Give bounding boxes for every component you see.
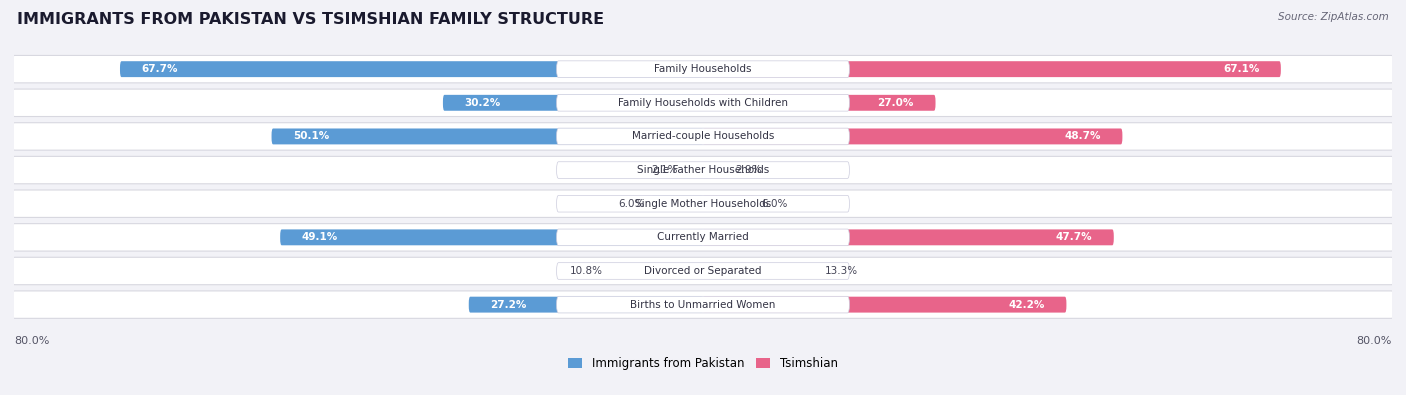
FancyBboxPatch shape [11, 190, 1395, 217]
FancyBboxPatch shape [11, 156, 1395, 184]
Text: 27.0%: 27.0% [877, 98, 914, 108]
FancyBboxPatch shape [557, 196, 849, 212]
FancyBboxPatch shape [11, 224, 1395, 251]
Text: 50.1%: 50.1% [292, 132, 329, 141]
Text: IMMIGRANTS FROM PAKISTAN VS TSIMSHIAN FAMILY STRUCTURE: IMMIGRANTS FROM PAKISTAN VS TSIMSHIAN FA… [17, 12, 605, 27]
FancyBboxPatch shape [11, 257, 1395, 285]
Text: 30.2%: 30.2% [464, 98, 501, 108]
Legend: Immigrants from Pakistan, Tsimshian: Immigrants from Pakistan, Tsimshian [564, 352, 842, 375]
Text: Source: ZipAtlas.com: Source: ZipAtlas.com [1278, 12, 1389, 22]
FancyBboxPatch shape [703, 61, 1281, 77]
FancyBboxPatch shape [280, 229, 703, 245]
FancyBboxPatch shape [557, 61, 849, 77]
Text: Single Mother Households: Single Mother Households [636, 199, 770, 209]
FancyBboxPatch shape [11, 291, 1395, 318]
FancyBboxPatch shape [685, 162, 703, 178]
Text: 67.7%: 67.7% [142, 64, 179, 74]
Text: Births to Unmarried Women: Births to Unmarried Women [630, 300, 776, 310]
Text: 47.7%: 47.7% [1056, 232, 1092, 243]
Text: Married-couple Households: Married-couple Households [631, 132, 775, 141]
Text: 49.1%: 49.1% [302, 232, 337, 243]
FancyBboxPatch shape [11, 89, 1395, 117]
FancyBboxPatch shape [557, 94, 849, 111]
Text: Single Father Households: Single Father Households [637, 165, 769, 175]
Text: Currently Married: Currently Married [657, 232, 749, 243]
FancyBboxPatch shape [703, 162, 728, 178]
Text: 13.3%: 13.3% [824, 266, 858, 276]
Text: Divorced or Separated: Divorced or Separated [644, 266, 762, 276]
FancyBboxPatch shape [703, 229, 1114, 245]
Text: 80.0%: 80.0% [14, 336, 49, 346]
Text: Family Households with Children: Family Households with Children [619, 98, 787, 108]
Text: 48.7%: 48.7% [1064, 132, 1101, 141]
FancyBboxPatch shape [11, 55, 1395, 83]
FancyBboxPatch shape [651, 196, 703, 212]
FancyBboxPatch shape [610, 263, 703, 279]
FancyBboxPatch shape [557, 296, 849, 313]
FancyBboxPatch shape [11, 123, 1395, 150]
FancyBboxPatch shape [703, 297, 1066, 312]
FancyBboxPatch shape [703, 95, 935, 111]
FancyBboxPatch shape [703, 128, 1122, 145]
Text: 80.0%: 80.0% [1357, 336, 1392, 346]
FancyBboxPatch shape [120, 61, 703, 77]
FancyBboxPatch shape [468, 297, 703, 312]
Text: 6.0%: 6.0% [619, 199, 644, 209]
FancyBboxPatch shape [271, 128, 703, 145]
Text: 2.9%: 2.9% [735, 165, 762, 175]
FancyBboxPatch shape [703, 196, 755, 212]
Text: 10.8%: 10.8% [569, 266, 603, 276]
Text: Family Households: Family Households [654, 64, 752, 74]
FancyBboxPatch shape [703, 263, 817, 279]
Text: 67.1%: 67.1% [1223, 64, 1260, 74]
FancyBboxPatch shape [557, 162, 849, 179]
FancyBboxPatch shape [557, 229, 849, 246]
Text: 2.1%: 2.1% [651, 165, 678, 175]
FancyBboxPatch shape [557, 263, 849, 279]
FancyBboxPatch shape [557, 128, 849, 145]
Text: 42.2%: 42.2% [1008, 300, 1045, 310]
Text: 6.0%: 6.0% [762, 199, 787, 209]
Text: 27.2%: 27.2% [491, 300, 527, 310]
FancyBboxPatch shape [443, 95, 703, 111]
